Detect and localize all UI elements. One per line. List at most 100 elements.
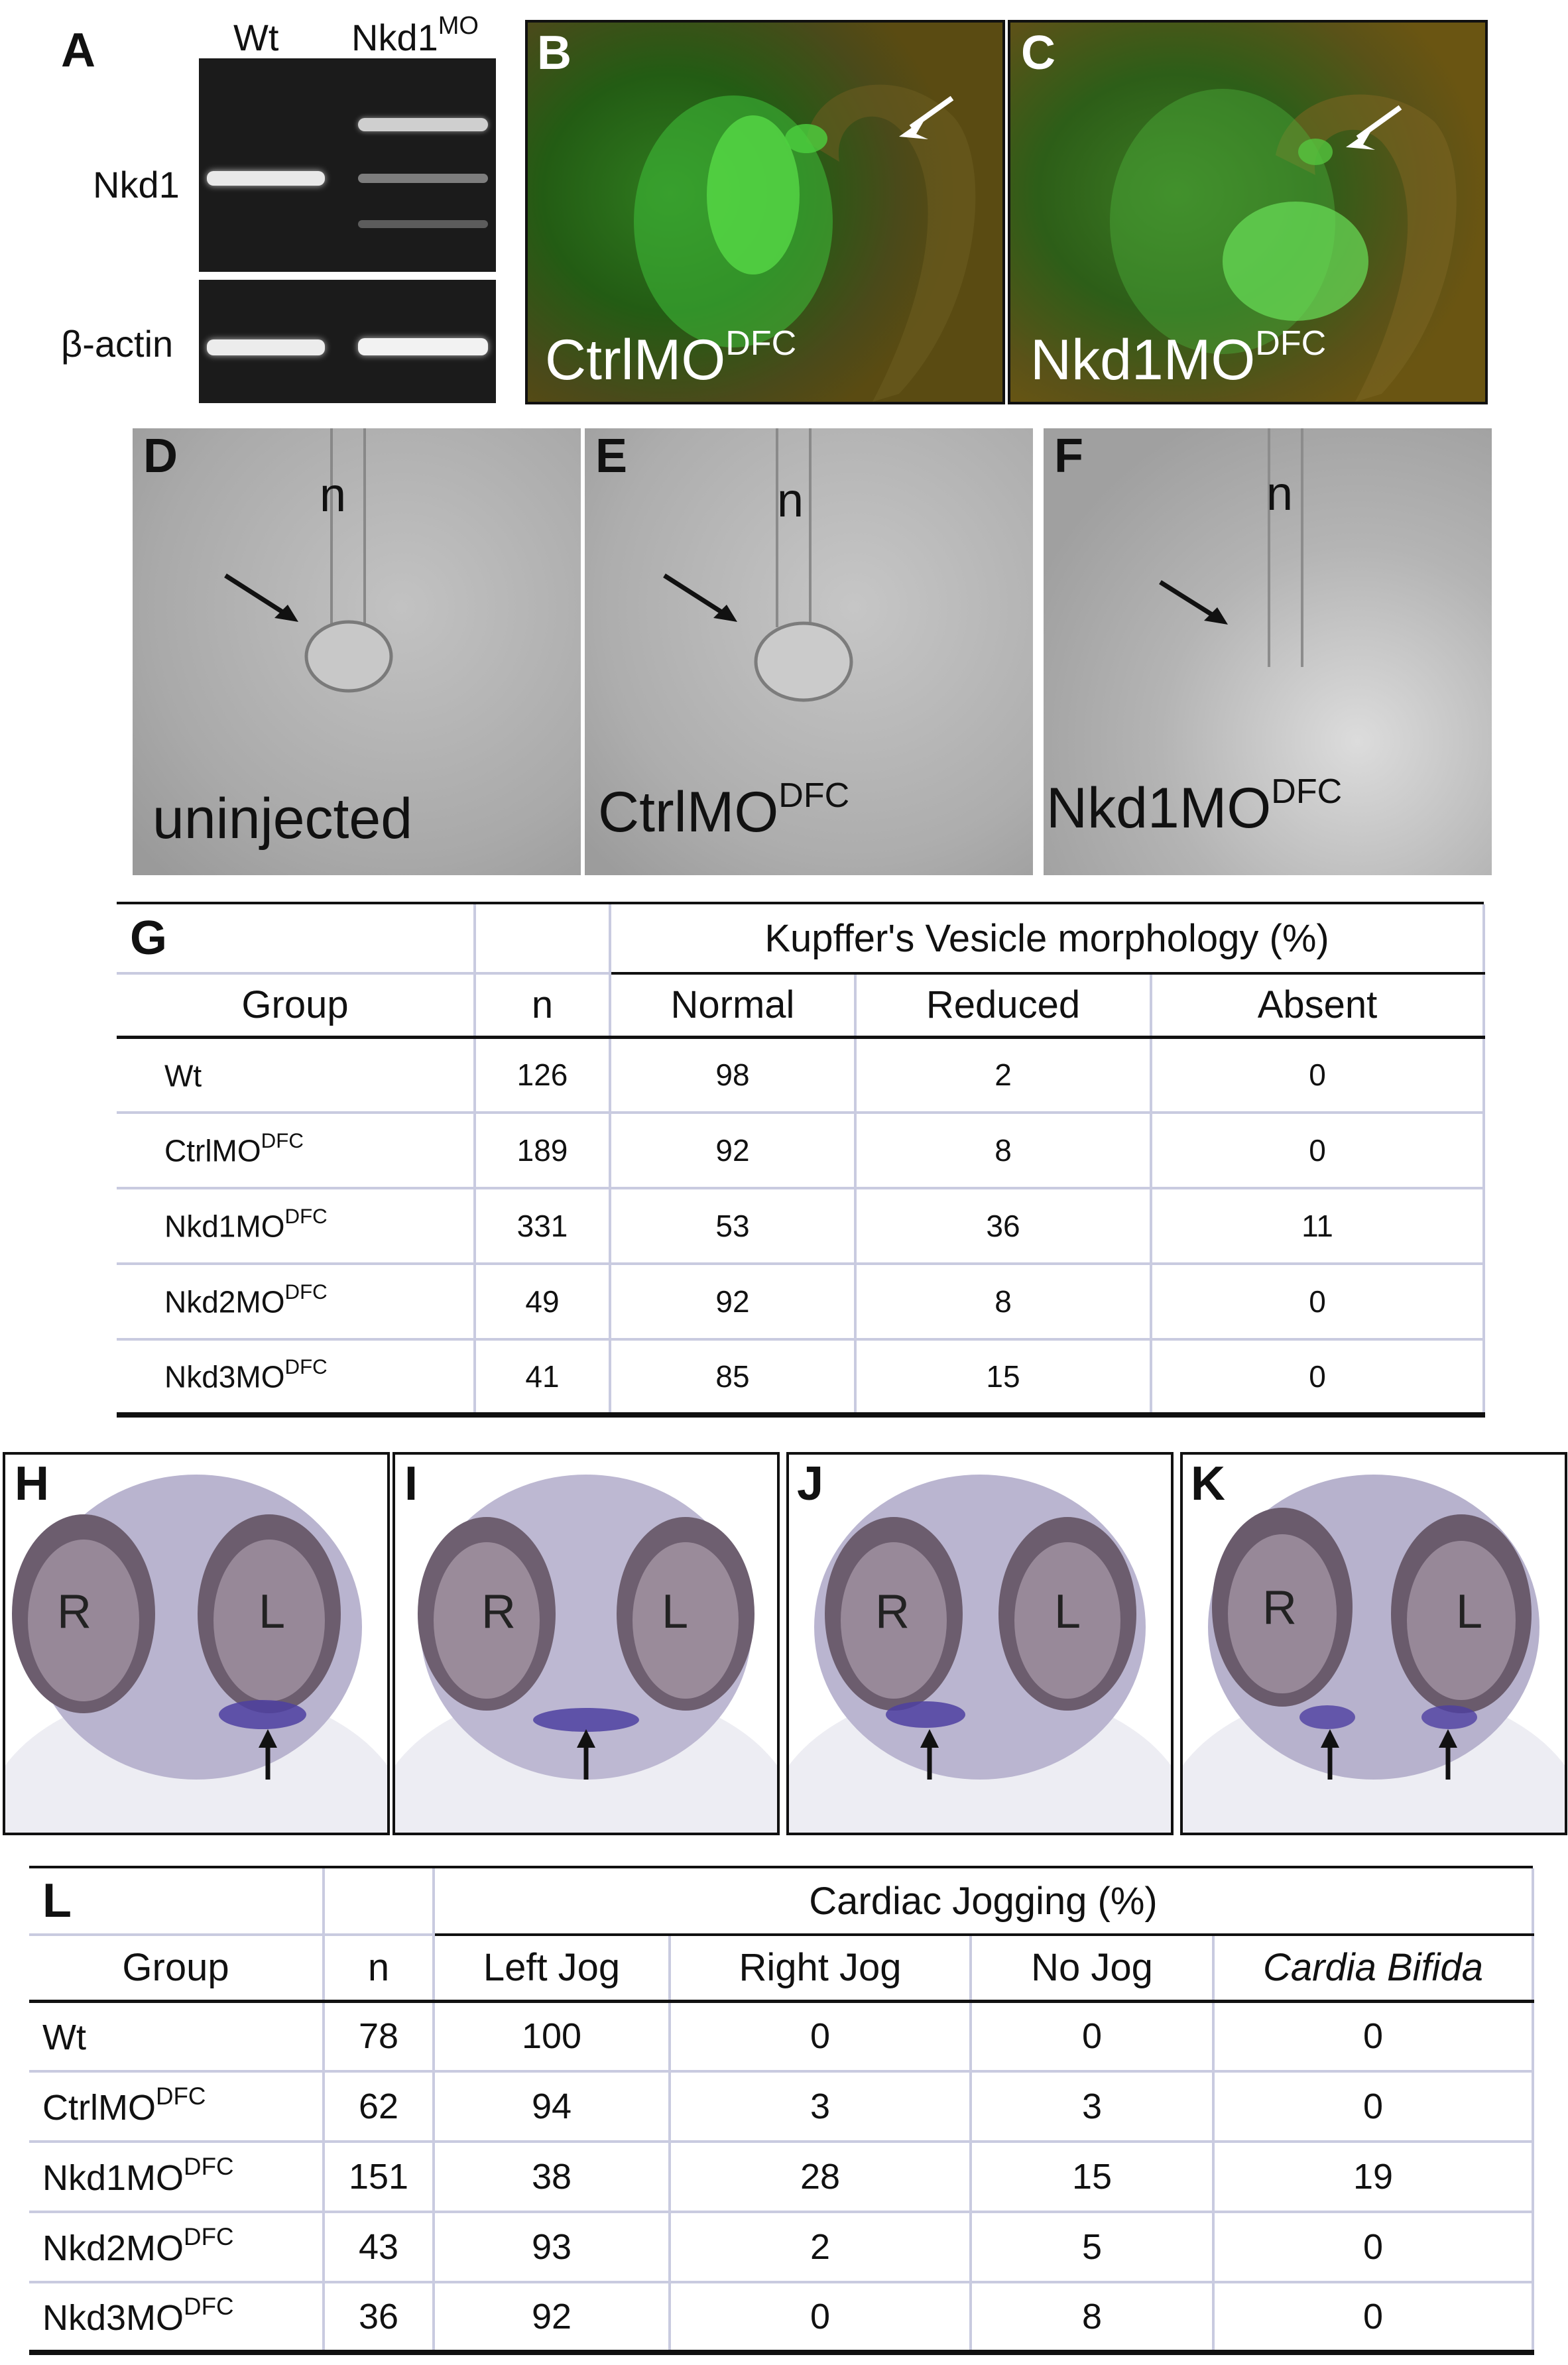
gel-image-actin [199,280,496,403]
panel-b-caption: CtrlMODFC [545,324,797,392]
table-header: Cardia Bifida [1213,1935,1535,2003]
table-cell: 15 [971,2142,1215,2213]
table-cell: 0 [1151,1037,1486,1114]
gel-column-nkd1mo: Nkd1MO [351,12,479,58]
table-cell: 8 [971,2282,1215,2355]
left-side-label: L [1456,1585,1483,1638]
table-cell: 331 [475,1188,611,1265]
embryo-head-illustration [789,1475,1171,1833]
table-row: Nkd2MODFC 43 93 2 5 0 [29,2212,1535,2283]
table-cell: 78 [324,2001,435,2073]
table-header: Group [29,1935,325,2003]
table-cell: 19 [1213,2142,1535,2213]
table-header: n [324,1935,435,2003]
arrow-icon [909,95,954,130]
table-row: Nkd3MODFC 36 92 0 8 0 [29,2282,1535,2355]
fluorescence-image-nkd1mo: Nkd1MODFC [1008,20,1488,404]
table-row: Nkd1MODFC 331 53 36 11 [117,1188,1486,1265]
table-header: n [475,973,611,1039]
embryo-head-illustration [5,1475,387,1833]
table-cell: 0 [670,2282,972,2355]
table-cell: 43 [324,2212,435,2283]
table-cell: 0 [1213,2212,1535,2283]
arrow-icon [663,574,728,617]
arrow-icon [1159,580,1219,620]
panel-label-h: H [15,1457,49,1510]
arrow-icon [224,574,289,617]
embryo-head-illustration [395,1475,777,1833]
panel-label-j: J [797,1457,824,1510]
panel-label-i: I [404,1457,418,1510]
table-cell: 0 [1213,2282,1535,2355]
table-cell: 41 [475,1339,611,1418]
table-l-top-rule [29,1866,1533,1868]
table-header: Reduced [855,973,1152,1039]
table-cell: 0 [1151,1264,1486,1341]
table-cell: Nkd2MODFC [117,1264,476,1341]
table-cell [324,1868,435,1936]
panel-label-a: A [61,24,95,77]
table-cell: Nkd1MODFC [117,1188,476,1265]
embryo-illustration [634,84,976,402]
panel-e-caption: CtrlMODFC [598,776,850,844]
table-cell: 2 [670,2212,972,2283]
table-header: Left Jog [434,1935,671,2003]
table-kupffer-vesicle: G Kupffer's Vesicle morphology (%) Group… [117,904,1486,1418]
right-side-label: R [1262,1581,1297,1634]
table-cell: 92 [434,2282,671,2355]
table-header: Group [117,973,476,1039]
gel-row-actin-label: β-actin [61,323,174,365]
right-side-label: R [875,1585,910,1638]
table-cell: 0 [1213,2001,1535,2073]
table-cell: 36 [855,1188,1152,1265]
table-row: Nkd2MODFC 49 92 8 0 [117,1264,1486,1341]
gel-band [358,118,488,131]
table-l-title: Cardiac Jogging (%) [434,1868,1535,1936]
table-row: CtrlMODFC 62 94 3 3 0 [29,2071,1535,2143]
table-header: No Jog [971,1935,1215,2003]
table-cell: Nkd2MODFC [29,2212,325,2283]
left-side-label: L [662,1585,689,1638]
table-cell: 38 [434,2142,671,2213]
table-cell: 126 [475,1037,611,1114]
table-cell: 0 [1151,1339,1486,1418]
table-cell: 151 [324,2142,435,2213]
dic-image-nkd1mo: n Nkd1MODFC [1044,428,1492,875]
table-cell: Nkd3MODFC [29,2282,325,2355]
table-cell: 0 [1151,1113,1486,1189]
panel-d-caption: uninjected [152,787,413,851]
notochord-illustration [1159,428,1303,667]
embryo-head-illustration [1183,1475,1565,1833]
table-cell: Wt [117,1037,476,1114]
table-row: Wt 78 100 0 0 0 [29,2001,1535,2073]
table-cell: 36 [324,2282,435,2355]
panel-c-caption: Nkd1MODFC [1030,324,1327,392]
notochord-label: n [777,474,804,527]
table-cell: 8 [855,1264,1152,1341]
table-row: CtrlMODFC 189 92 8 0 [117,1113,1486,1189]
notochord-label: n [320,469,347,522]
gel-image-nkd1 [199,58,496,272]
table-cell: 0 [971,2001,1215,2073]
table-cell: 28 [670,2142,972,2213]
gel-band [358,338,488,355]
kupffer-vesicle-illustration [663,428,853,702]
embryo-illustration [1110,89,1457,402]
table-cell: 15 [855,1339,1152,1418]
table-cell: 92 [610,1264,857,1341]
table-cell: 62 [324,2071,435,2143]
table-cell: 49 [475,1264,611,1341]
table-cell: Nkd3MODFC [117,1339,476,1418]
heart-image-i: R L [392,1452,780,1835]
table-cell: 93 [434,2212,671,2283]
notochord-label: n [1266,467,1294,520]
left-side-label: L [1054,1585,1081,1638]
table-cell: 100 [434,2001,671,2073]
table-cell: 2 [855,1037,1152,1114]
table-cell: 85 [610,1339,857,1418]
gel-band [358,220,488,228]
table-g-top-rule [117,902,1484,904]
dic-image-uninjected: n uninjected [133,428,581,875]
panel-label-g: G [117,904,476,975]
gel-column-wt: Wt [233,17,279,58]
